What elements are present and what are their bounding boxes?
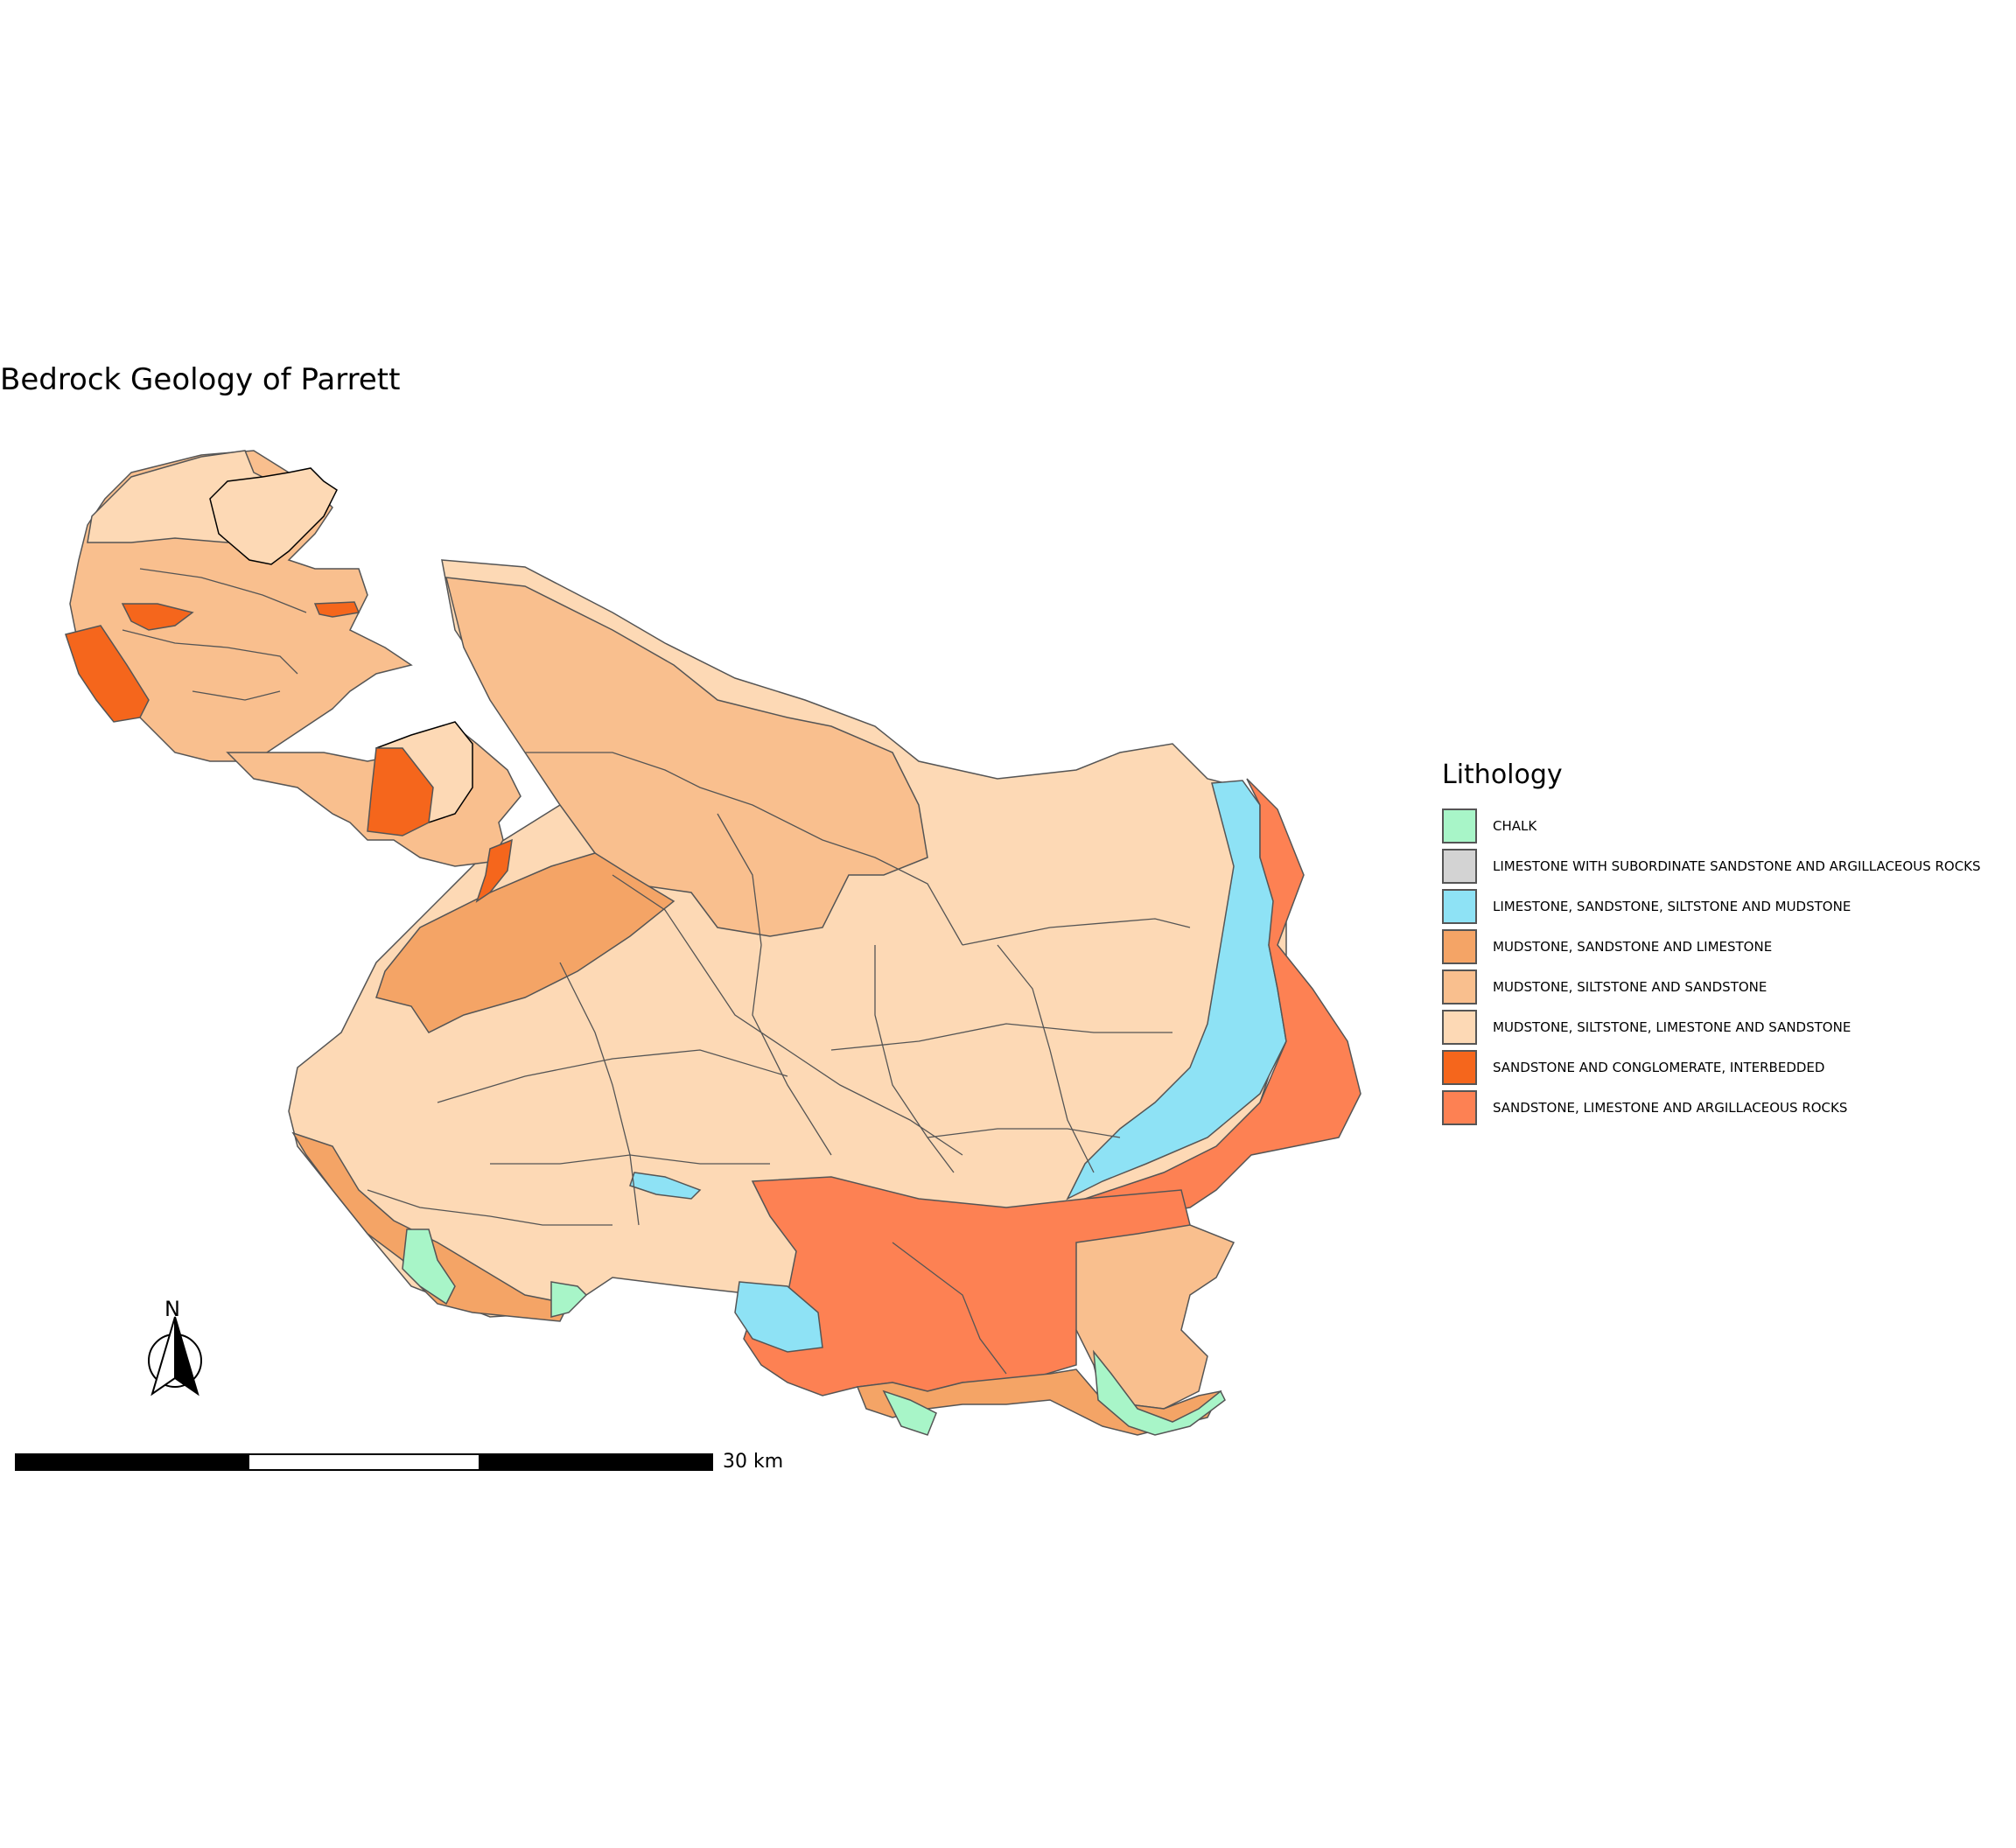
map-title: Bedrock Geology of Parrett [0,362,401,397]
region-conglomerate-2 [121,603,194,631]
region-south-limestone-patch [734,1281,823,1353]
legend-item: SANDSTONE, LIMESTONE AND ARGILLACEOUS RO… [1442,1088,1981,1128]
legend-label: SANDSTONE, LIMESTONE AND ARGILLACEOUS RO… [1493,1100,1848,1116]
subcatchment-boundaries [122,568,1191,1375]
legend-item: SANDSTONE AND CONGLOMERATE, INTERBEDDED [1442,1047,1981,1088]
legend-label: MUDSTONE, SILTSTONE AND SANDSTONE [1493,979,1768,995]
legend-label: CHALK [1493,818,1537,834]
legend-swatch [1442,1090,1477,1125]
legend-swatch [1442,1010,1477,1045]
legend-item: MUDSTONE, SILTSTONE, LIMESTONE AND SANDS… [1442,1007,1981,1047]
legend-swatch [1442,849,1477,884]
legend-label: MUDSTONE, SANDSTONE AND LIMESTONE [1493,939,1773,955]
region-northwest-bay [209,467,338,565]
legend-item: CHALK [1442,806,1981,846]
legend-item: MUDSTONE, SILTSTONE AND SANDSTONE [1442,967,1981,1007]
region-conglomerate-4 [367,747,434,836]
legend-item: LIMESTONE WITH SUBORDINATE SANDSTONE AND… [1442,846,1981,886]
region-conglomerate-1 [65,625,150,723]
legend-label: LIMESTONE, SANDSTONE, SILTSTONE AND MUDS… [1493,899,1852,914]
legend-item: MUDSTONE, SANDSTONE AND LIMESTONE [1442,927,1981,967]
region-centre-limestone-lens [629,1172,702,1200]
legend-swatch [1442,970,1477,1004]
region-chalk-southeast-2 [1093,1349,1226,1436]
legend-swatch [1442,808,1477,844]
region-west-mudstone-limestone [375,852,676,1033]
region-chalk-south [550,1281,588,1318]
legend-items: CHALK LIMESTONE WITH SUBORDINATE SANDSTON… [1442,806,1981,1128]
region-north-mudstone [445,577,928,937]
scale-bar [15,1453,713,1471]
legend-label: LIMESTONE WITH SUBORDINATE SANDSTONE AND… [1493,858,1981,874]
legend: Lithology CHALK LIMESTONE WITH SUBORDINAT… [1442,760,1981,1128]
scale-bar-label: 30 km [723,1451,784,1473]
region-chalk-southwest [402,1228,456,1306]
legend-swatch [1442,1050,1477,1085]
legend-swatch [1442,929,1477,964]
region-chalk-southeast [882,1390,937,1436]
legend-item: LIMESTONE, SANDSTONE, SILTSTONE AND MUDS… [1442,886,1981,927]
legend-label: SANDSTONE AND CONGLOMERATE, INTERBEDDED [1493,1060,1825,1075]
legend-title: Lithology [1442,760,1563,790]
region-conglomerate-5 [475,838,513,903]
north-label: N [164,1297,180,1321]
legend-swatch [1442,889,1477,924]
legend-label: MUDSTONE, SILTSTONE, LIMESTONE AND SANDS… [1493,1019,1852,1035]
north-arrow-icon [148,1316,202,1396]
region-conglomerate-3 [313,601,360,618]
